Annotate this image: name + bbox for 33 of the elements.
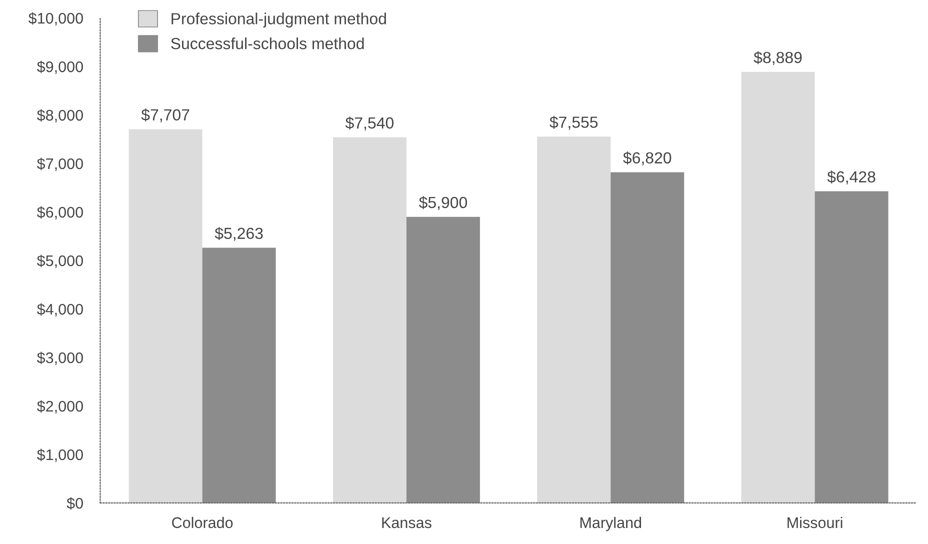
data-label: $8,889 [754, 51, 802, 66]
data-label: $6,428 [827, 170, 876, 184]
data-label: $7,555 [550, 116, 598, 130]
x-tick-label: Missouri [788, 516, 842, 528]
y-tick-label: $6,000 [37, 206, 83, 220]
y-tick-label: $8,000 [37, 109, 83, 122]
bar [406, 216, 480, 503]
bar [128, 129, 202, 503]
x-tick-label: Kansas [382, 517, 432, 528]
y-tick-label: $2,000 [37, 400, 83, 414]
legend-label: Successful-schools method [171, 37, 364, 50]
legend-label: Professional-judgment method [172, 12, 386, 28]
y-tick-label: $7,000 [37, 158, 83, 171]
y-tick-label: $10,000 [28, 12, 83, 26]
y-tick-label: $4,000 [37, 303, 83, 316]
y-tick-label: $1,000 [37, 448, 83, 462]
x-tick-label: Colorado [172, 516, 233, 528]
x-tick-label: Maryland [580, 516, 642, 532]
y-tick-label: $5,000 [37, 254, 83, 268]
bar [202, 248, 276, 503]
y-tick-label: $9,000 [37, 60, 83, 74]
data-label: $7,540 [345, 116, 394, 130]
data-label: $5,900 [418, 196, 468, 210]
bar [741, 72, 815, 503]
data-label: $7,707 [141, 108, 190, 122]
bar [610, 172, 684, 503]
bar [814, 191, 888, 503]
y-tick-label: $3,000 [37, 352, 83, 365]
y-tick-label: $0 [66, 497, 83, 510]
data-label: $5,263 [214, 227, 263, 241]
bar [537, 136, 611, 503]
bar [332, 137, 406, 503]
data-label: $6,820 [623, 152, 672, 166]
